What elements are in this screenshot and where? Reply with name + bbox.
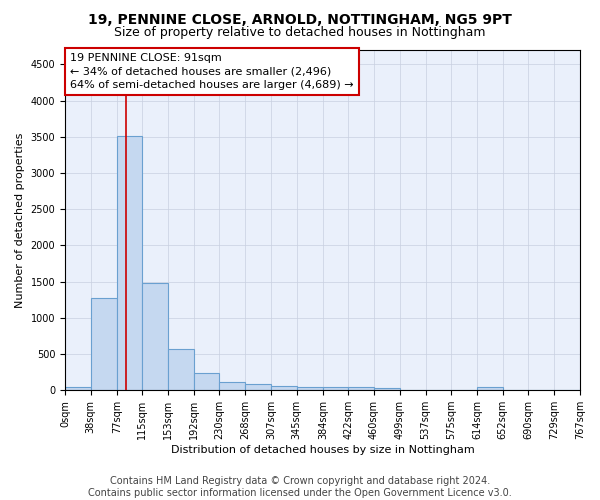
Text: Size of property relative to detached houses in Nottingham: Size of property relative to detached ho… [114,26,486,39]
Bar [296,386,323,390]
Bar [220,382,245,390]
Bar [374,388,400,390]
X-axis label: Distribution of detached houses by size in Nottingham: Distribution of detached houses by size … [170,445,475,455]
Text: 19 PENNINE CLOSE: 91sqm
← 34% of detached houses are smaller (2,496)
64% of semi: 19 PENNINE CLOSE: 91sqm ← 34% of detache… [70,54,354,90]
Bar [245,384,271,390]
Bar [477,386,503,390]
Bar [168,349,194,390]
Bar [271,386,296,390]
Bar [349,388,374,390]
Bar [65,388,91,390]
Y-axis label: Number of detached properties: Number of detached properties [15,132,25,308]
Bar [323,387,349,390]
Text: 19, PENNINE CLOSE, ARNOLD, NOTTINGHAM, NG5 9PT: 19, PENNINE CLOSE, ARNOLD, NOTTINGHAM, N… [88,12,512,26]
Bar [142,284,168,390]
Bar [117,136,142,390]
Bar [194,373,220,390]
Bar [91,298,117,390]
Text: Contains HM Land Registry data © Crown copyright and database right 2024.
Contai: Contains HM Land Registry data © Crown c… [88,476,512,498]
